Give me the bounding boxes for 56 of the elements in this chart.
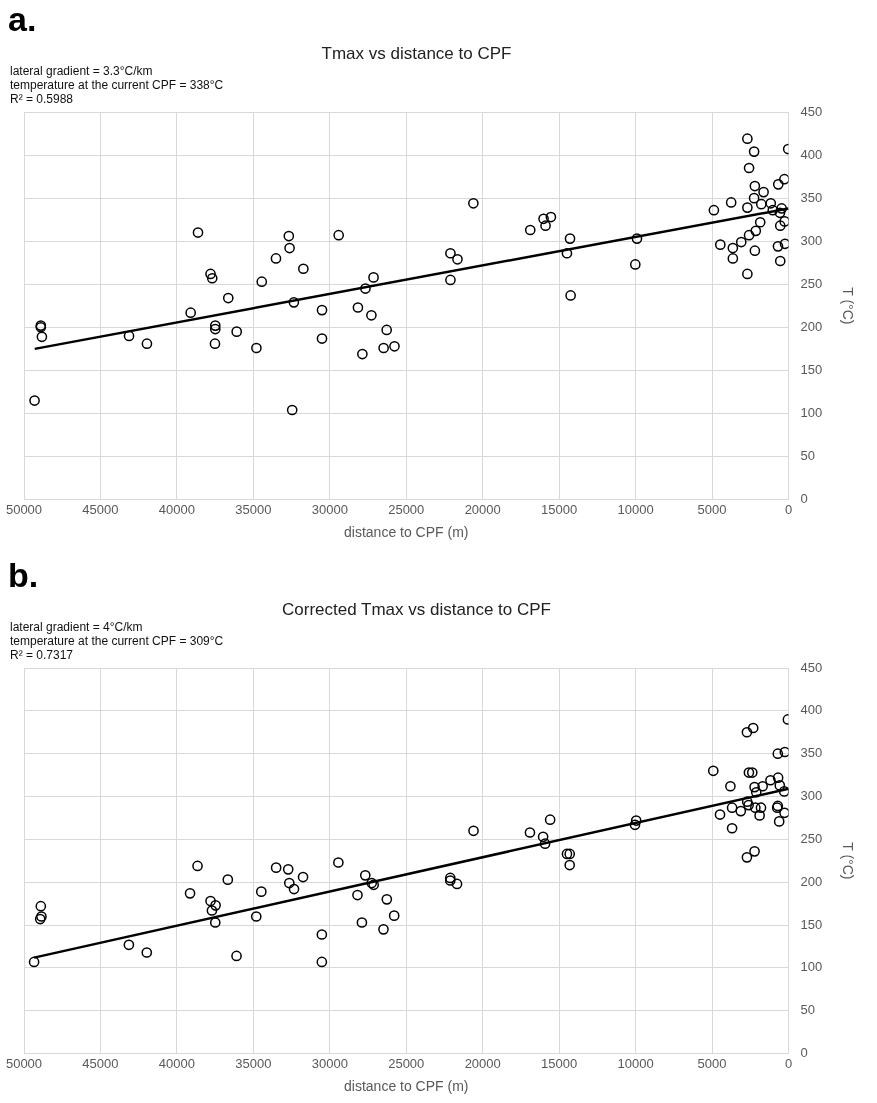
y-tick-label: 400 [800, 702, 823, 718]
x-axis-title: distance to CPF (m) [344, 524, 469, 541]
y-tick-label: 150 [800, 916, 823, 932]
y-tick-label: 0 [800, 491, 808, 507]
y-tick-label: 450 [800, 103, 823, 119]
text: temperature at the current CPF = 338°C [10, 78, 224, 92]
x-tick-label: 35000 [235, 1055, 272, 1071]
x-tick-label: 15000 [541, 501, 578, 517]
y-tick-label: 200 [800, 873, 823, 889]
text: R² = 0.7317 [10, 648, 74, 662]
y-tick-label: 300 [800, 788, 823, 804]
y-tick-label: 400 [800, 146, 823, 162]
x-tick-label: 30000 [311, 1055, 348, 1071]
text: R² = 0.5988 [10, 92, 74, 106]
x-tick-label: 20000 [464, 1055, 501, 1071]
y-tick-label: 100 [800, 959, 823, 975]
text: lateral gradient = 3.3°C/km [10, 64, 153, 78]
x-tick-label: 0 [784, 501, 793, 517]
x-tick-label: 40000 [158, 501, 195, 517]
text: temperature at the current CPF = 309°C [10, 634, 224, 648]
chart-title: Tmax vs distance to CPF [320, 44, 513, 64]
x-tick-label: 25000 [388, 501, 425, 517]
x-tick-label: 30000 [311, 501, 348, 517]
x-tick-label: 5000 [697, 501, 727, 517]
chart-title: Corrected Tmax vs distance to CPF [281, 600, 552, 620]
x-tick-label: 50000 [5, 501, 43, 517]
x-tick-label: 25000 [388, 1055, 425, 1071]
x-tick-label: 5000 [697, 1055, 727, 1071]
text: lateral gradient = 4°C/km [10, 620, 143, 634]
y-axis-title: T (°C) [839, 287, 856, 325]
y-tick-label: 200 [800, 318, 823, 334]
y-tick-label: 350 [800, 189, 823, 205]
text: b. [8, 556, 39, 595]
x-tick-label: 20000 [464, 501, 501, 517]
text: a. [8, 0, 37, 39]
x-tick-label: 10000 [617, 1055, 654, 1071]
x-tick-label: 45000 [82, 501, 119, 517]
x-tick-label: 0 [784, 1055, 793, 1071]
y-tick-label: 50 [800, 448, 815, 464]
x-tick-label: 50000 [5, 1055, 43, 1071]
x-tick-label: 10000 [617, 501, 654, 517]
y-tick-label: 350 [800, 745, 823, 761]
x-tick-label: 35000 [235, 501, 272, 517]
y-tick-label: 0 [800, 1045, 808, 1061]
y-tick-label: 250 [800, 275, 823, 291]
x-tick-label: 40000 [158, 1055, 195, 1071]
y-tick-label: 150 [800, 361, 823, 377]
y-tick-label: 100 [800, 405, 823, 421]
y-tick-label: 250 [800, 830, 823, 846]
y-tick-label: 50 [800, 1002, 815, 1018]
x-tick-label: 45000 [82, 1055, 119, 1071]
y-axis-title: T (°C) [839, 842, 856, 880]
x-tick-label: 15000 [541, 1055, 578, 1071]
y-tick-label: 300 [800, 232, 823, 248]
y-tick-label: 450 [800, 659, 823, 675]
x-axis-title: distance to CPF (m) [344, 1078, 469, 1095]
